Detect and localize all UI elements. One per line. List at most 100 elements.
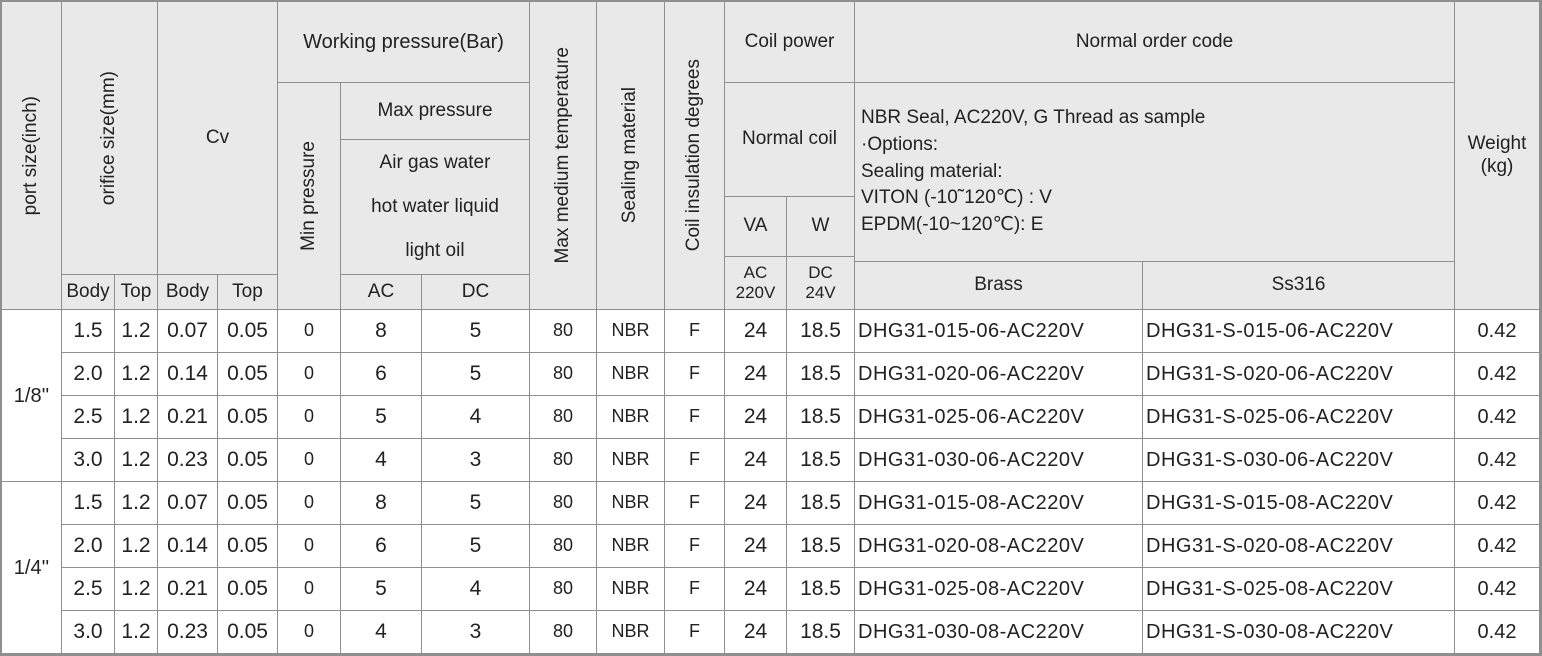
cell-max-temp: 80: [530, 568, 597, 611]
cell-max-ac: 4: [341, 439, 422, 482]
cell-max-dc: 5: [422, 310, 530, 353]
cell-order-code-brass: DHG31-025-06-AC220V: [855, 396, 1143, 439]
cell-order-code-brass: DHG31-030-06-AC220V: [855, 439, 1143, 482]
cell-weight: 0.42: [1455, 310, 1540, 353]
header-sealing-material-label: Sealing material: [619, 87, 641, 224]
header-dc-24v: DC 24V: [787, 257, 855, 310]
cell-max-ac: 8: [341, 310, 422, 353]
header-max-medium-temperature: Max medium temperature: [530, 2, 597, 310]
cell-order-code-ss316: DHG31-S-020-06-AC220V: [1143, 353, 1455, 396]
cell-orifice-body: 3.0: [62, 611, 115, 654]
cell-orifice-top: 1.2: [115, 396, 158, 439]
order-note-line-1: NBR Seal, AC220V, G Thread as sample: [861, 106, 1206, 128]
order-note-line-2: ·Options:: [861, 133, 939, 155]
cell-max-temp: 80: [530, 353, 597, 396]
cell-weight: 0.42: [1455, 482, 1540, 525]
header-min-pressure-label: Min pressure: [297, 141, 319, 251]
header-port-size-label: port size(inch): [20, 95, 42, 216]
cell-order-code-brass: DHG31-020-08-AC220V: [855, 525, 1143, 568]
cell-cv-body: 0.14: [158, 353, 218, 396]
cell-max-ac: 4: [341, 611, 422, 654]
cell-orifice-top: 1.2: [115, 439, 158, 482]
cell-orifice-top: 1.2: [115, 482, 158, 525]
header-orifice-size: orifice size(mm): [62, 2, 158, 275]
cell-va: 24: [725, 439, 787, 482]
cell-orifice-top: 1.2: [115, 310, 158, 353]
cell-max-temp: 80: [530, 396, 597, 439]
cell-max-ac: 8: [341, 482, 422, 525]
header-min-pressure: Min pressure: [278, 83, 341, 310]
cell-order-code-ss316: DHG31-S-025-06-AC220V: [1143, 396, 1455, 439]
cell-order-code-brass: DHG31-030-08-AC220V: [855, 611, 1143, 654]
cell-max-ac: 6: [341, 525, 422, 568]
cell-insulation: F: [665, 482, 725, 525]
header-brass: Brass: [855, 262, 1143, 310]
cell-w: 18.5: [787, 482, 855, 525]
cell-order-code-ss316: DHG31-S-015-08-AC220V: [1143, 482, 1455, 525]
header-max-pressure-media: Air gas water hot water liquid light oil: [341, 140, 530, 275]
cell-orifice-body: 2.5: [62, 568, 115, 611]
header-ac-220v: AC 220V: [725, 257, 787, 310]
cell-min-pressure: 0: [278, 310, 341, 353]
cell-orifice-body: 1.5: [62, 482, 115, 525]
cell-order-code-brass: DHG31-020-06-AC220V: [855, 353, 1143, 396]
cell-weight: 0.42: [1455, 611, 1540, 654]
cell-orifice-top: 1.2: [115, 353, 158, 396]
header-cv-body: Body: [158, 275, 218, 310]
header-max-pressure: Max pressure: [341, 83, 530, 140]
cell-orifice-top: 1.2: [115, 611, 158, 654]
cell-max-dc: 5: [422, 525, 530, 568]
cell-cv-top: 0.05: [218, 568, 278, 611]
cell-max-dc: 5: [422, 353, 530, 396]
cell-w: 18.5: [787, 310, 855, 353]
cell-weight: 0.42: [1455, 525, 1540, 568]
cell-max-dc: 3: [422, 439, 530, 482]
cell-insulation: F: [665, 310, 725, 353]
cell-cv-top: 0.05: [218, 353, 278, 396]
header-cv: Cv: [158, 2, 278, 275]
cell-insulation: F: [665, 396, 725, 439]
cell-order-code-brass: DHG31-015-06-AC220V: [855, 310, 1143, 353]
cell-cv-body: 0.23: [158, 439, 218, 482]
cell-max-temp: 80: [530, 525, 597, 568]
cell-w: 18.5: [787, 568, 855, 611]
order-note-line-4: VITON (-10˜120℃) : V: [861, 187, 1052, 209]
cell-max-dc: 5: [422, 482, 530, 525]
header-sealing-material: Sealing material: [597, 2, 665, 310]
cell-orifice-body: 2.0: [62, 525, 115, 568]
cell-va: 24: [725, 525, 787, 568]
header-orifice-body: Body: [62, 275, 115, 310]
header-max-dc: DC: [422, 275, 530, 310]
cell-max-dc: 3: [422, 611, 530, 654]
cell-insulation: F: [665, 611, 725, 654]
cell-order-code-ss316: DHG31-S-030-08-AC220V: [1143, 611, 1455, 654]
cell-cv-body: 0.14: [158, 525, 218, 568]
cell-max-temp: 80: [530, 439, 597, 482]
cell-w: 18.5: [787, 396, 855, 439]
cell-orifice-top: 1.2: [115, 568, 158, 611]
cell-max-temp: 80: [530, 482, 597, 525]
cell-orifice-body: 2.0: [62, 353, 115, 396]
cell-w: 18.5: [787, 439, 855, 482]
cell-orifice-body: 3.0: [62, 439, 115, 482]
cell-orifice-body: 2.5: [62, 396, 115, 439]
header-normal-coil: Normal coil: [725, 83, 855, 197]
header-max-ac: AC: [341, 275, 422, 310]
cell-cv-top: 0.05: [218, 525, 278, 568]
cell-order-code-ss316: DHG31-S-020-08-AC220V: [1143, 525, 1455, 568]
header-orifice-top: Top: [115, 275, 158, 310]
cell-cv-body: 0.21: [158, 568, 218, 611]
cell-min-pressure: 0: [278, 611, 341, 654]
header-orifice-size-label: orifice size(mm): [98, 70, 120, 206]
cell-weight: 0.42: [1455, 396, 1540, 439]
cell-cv-top: 0.05: [218, 310, 278, 353]
cell-cv-top: 0.05: [218, 611, 278, 654]
cell-orifice-body: 1.5: [62, 310, 115, 353]
cell-max-dc: 4: [422, 568, 530, 611]
header-port-size: port size(inch): [2, 2, 62, 310]
cell-insulation: F: [665, 439, 725, 482]
cell-seal: NBR: [597, 482, 665, 525]
cell-seal: NBR: [597, 396, 665, 439]
cell-w: 18.5: [787, 611, 855, 654]
cell-cv-top: 0.05: [218, 396, 278, 439]
